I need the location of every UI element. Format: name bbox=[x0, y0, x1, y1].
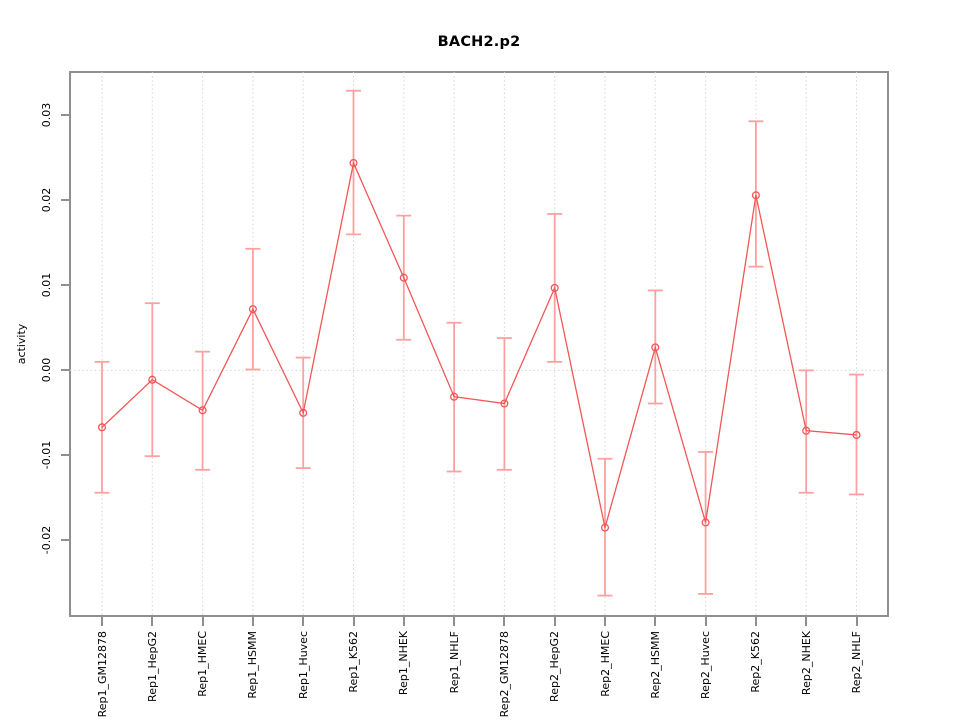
x-tick bbox=[855, 617, 858, 626]
x-tick-label: Rep1_HepG2 bbox=[145, 631, 159, 702]
x-tick bbox=[704, 617, 707, 626]
data-point-marker bbox=[299, 408, 308, 417]
data-point-marker bbox=[600, 523, 610, 532]
plot-svg bbox=[70, 72, 888, 616]
x-tick bbox=[151, 617, 154, 626]
x-tick-label: Rep1_GM12878 bbox=[95, 631, 109, 718]
x-tick-label: Rep2_Huvec bbox=[699, 631, 713, 699]
data-point-marker bbox=[550, 283, 559, 292]
y-tick bbox=[61, 454, 70, 457]
series-line bbox=[101, 160, 857, 528]
x-tick bbox=[654, 617, 657, 626]
x-tick bbox=[201, 617, 204, 626]
y-tick bbox=[61, 539, 70, 542]
x-tick-label: Rep2_GM12878 bbox=[497, 631, 511, 718]
y-tick-label: 0.00 bbox=[40, 358, 53, 383]
y-tick-label: 0.01 bbox=[40, 273, 53, 298]
y-axis-label: activity bbox=[15, 323, 28, 365]
x-tick bbox=[805, 617, 808, 626]
data-point-marker bbox=[349, 158, 358, 167]
chart-title: BACH2.p2 bbox=[437, 34, 521, 50]
x-tick bbox=[754, 617, 757, 626]
data-point-marker bbox=[248, 305, 257, 314]
data-point-marker bbox=[97, 423, 107, 432]
x-tick-label: Rep2_NHLF bbox=[850, 631, 863, 694]
data-point-marker bbox=[399, 273, 408, 282]
x-tick-label: Rep1_K562 bbox=[347, 631, 360, 693]
y-tick-label: -0.01 bbox=[40, 441, 53, 470]
x-tick bbox=[101, 617, 103, 626]
y-tick bbox=[61, 199, 70, 202]
x-tick bbox=[302, 617, 305, 626]
data-point-marker bbox=[701, 518, 710, 527]
y-tick-label: 0.02 bbox=[40, 188, 53, 213]
data-point-marker bbox=[651, 343, 660, 352]
data-point-marker bbox=[751, 191, 760, 200]
x-tick-label: Rep1_NHEK bbox=[397, 631, 411, 696]
y-tick-label: -0.02 bbox=[40, 526, 53, 555]
data-point-marker bbox=[198, 406, 207, 415]
data-point-marker bbox=[500, 399, 509, 408]
x-tick-label: Rep2_HSMM bbox=[648, 631, 662, 699]
x-tick-label: Rep2_NHEK bbox=[799, 631, 813, 696]
data-point-marker bbox=[802, 426, 811, 435]
x-tick-label: Rep2_HepG2 bbox=[548, 631, 562, 702]
x-tick-label: Rep1_Huvec bbox=[296, 631, 310, 699]
x-tick bbox=[503, 617, 506, 626]
x-tick bbox=[453, 617, 456, 626]
y-tick bbox=[61, 369, 70, 372]
x-tick-label: Rep1_HMEC bbox=[196, 631, 210, 697]
y-tick bbox=[61, 114, 70, 117]
x-tick bbox=[251, 617, 254, 626]
data-point-marker bbox=[852, 430, 861, 440]
x-tick bbox=[553, 617, 556, 626]
data-point-marker bbox=[450, 392, 459, 401]
x-tick bbox=[402, 617, 405, 626]
x-tick-label: Rep1_NHLF bbox=[447, 631, 461, 694]
y-tick bbox=[61, 284, 70, 287]
x-tick bbox=[352, 617, 355, 626]
x-tick-label: Rep2_HMEC bbox=[598, 631, 612, 697]
x-tick-label: Rep2_K562 bbox=[749, 631, 763, 693]
plot-box bbox=[69, 71, 889, 617]
data-point-marker bbox=[148, 375, 157, 384]
y-tick-label: 0.03 bbox=[40, 103, 53, 128]
x-tick-label: Rep1_HSMM bbox=[246, 631, 260, 699]
x-tick bbox=[604, 617, 606, 626]
